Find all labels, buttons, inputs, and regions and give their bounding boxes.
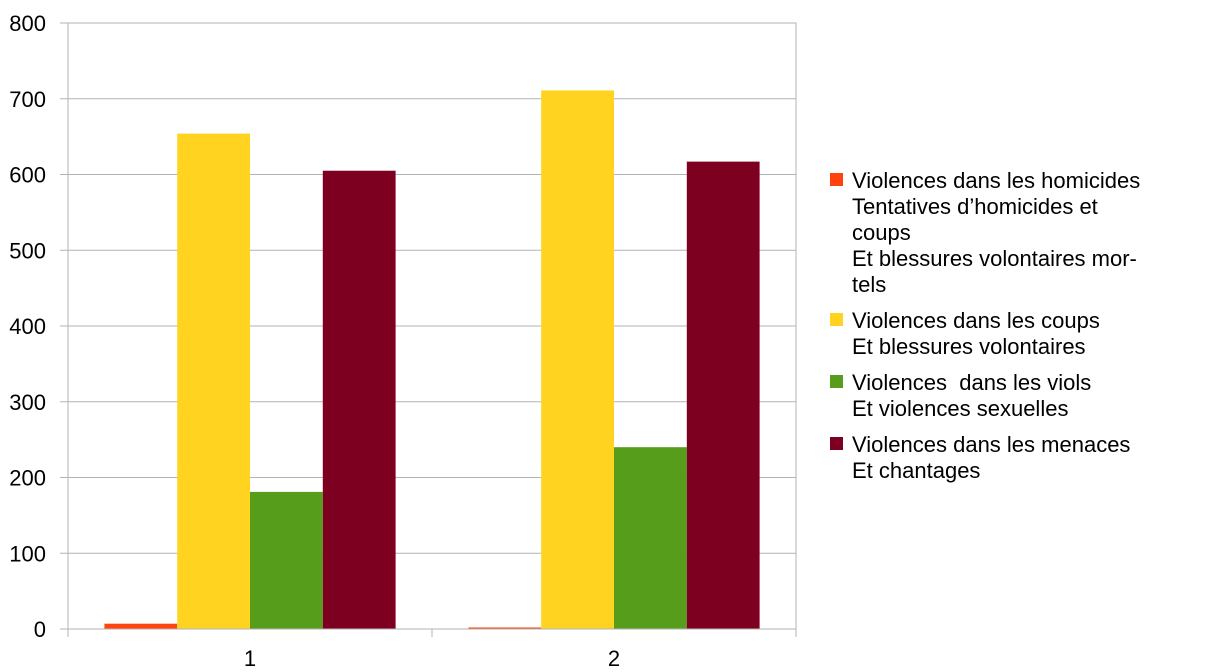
- legend-label-line: Et chantages: [852, 458, 981, 483]
- legend-swatch: [830, 437, 843, 450]
- x-tick-label: 1: [244, 646, 256, 671]
- legend-item: Violences dans les coups Et blessures vol…: [828, 308, 1208, 360]
- legend-swatch: [830, 313, 843, 326]
- legend-swatch: [830, 375, 843, 388]
- y-tick-label: 300: [9, 390, 46, 415]
- y-axis-tick-labels: 0 100 200 300 400 500 600 700 800: [9, 11, 46, 642]
- bar: [177, 133, 250, 629]
- y-tick-label: 500: [9, 238, 46, 263]
- y-tick-label: 100: [9, 541, 46, 566]
- legend-label-line: coups: [852, 220, 911, 245]
- y-tick-label: 800: [9, 11, 46, 36]
- legend-label-line: Tentatives d’homicides et: [852, 194, 1098, 219]
- bar: [322, 170, 396, 629]
- legend-item: Violences dans les viols Et violences sex…: [828, 370, 1208, 422]
- legend: Violences dans les homicides Tentatives d…: [828, 168, 1208, 494]
- legend-label-line: tels: [852, 272, 887, 297]
- legend-label-line: Violences dans les menaces: [852, 432, 1131, 457]
- y-tick-label: 400: [9, 314, 46, 339]
- legend-swatch: [830, 173, 843, 186]
- legend-label-line: Et blessures volontaires: [852, 334, 1086, 359]
- y-tick-label: 200: [9, 466, 46, 491]
- y-tick-label: 600: [9, 163, 46, 188]
- bar: [250, 491, 323, 629]
- legend-label-line: Violences dans les viols: [852, 370, 1092, 395]
- legend-label-line: Violences dans les homicides: [852, 168, 1141, 193]
- bar: [541, 90, 614, 630]
- y-tick-label: 0: [34, 617, 46, 642]
- bar: [686, 161, 760, 629]
- legend-label-line: Et blessures volontaires mor-: [852, 246, 1137, 271]
- bar: [104, 623, 178, 629]
- bar: [614, 447, 687, 629]
- axes: [67, 628, 797, 637]
- legend-label-line: Violences dans les coups: [852, 308, 1100, 333]
- legend-item: Violences dans les homicides Tentatives d…: [828, 168, 1208, 298]
- bars: [104, 90, 760, 630]
- y-tick-label: 700: [9, 87, 46, 112]
- legend-item: Violences dans les menaces Et chantages: [828, 432, 1208, 484]
- bar: [468, 627, 542, 629]
- legend-label-line: Et violences sexuelles: [852, 396, 1069, 421]
- x-tick-label: 2: [608, 646, 620, 671]
